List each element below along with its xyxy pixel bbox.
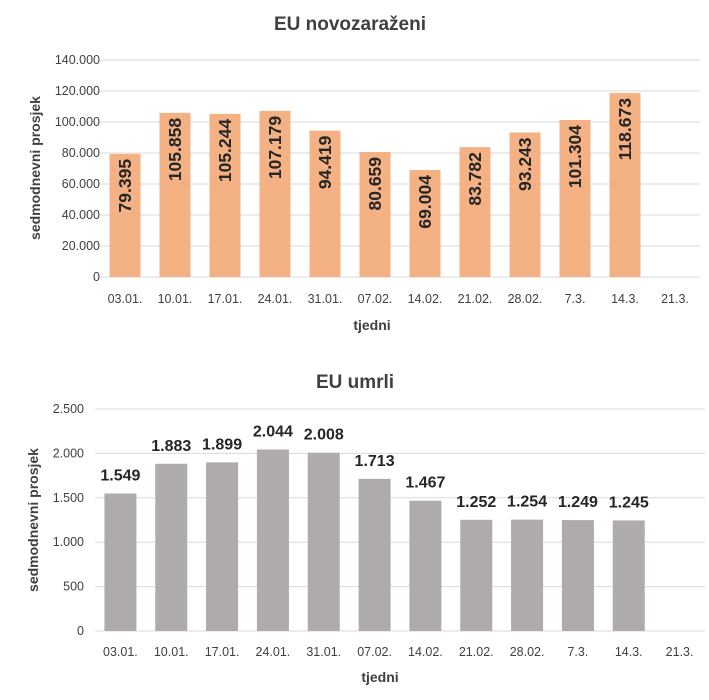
chart-title: EU umrli: [316, 372, 394, 393]
bar: [309, 130, 341, 277]
bar: [155, 463, 188, 631]
data-label: 1.249: [558, 494, 598, 511]
bar: [460, 519, 493, 631]
y-tick-label: 60.000: [62, 177, 100, 191]
data-label: 118.673: [615, 98, 635, 161]
x-tick-label: 21.3.: [666, 645, 694, 659]
x-tick-label: 10.01.: [158, 292, 193, 306]
x-axis-title: tjedni: [353, 317, 390, 333]
y-axis-title: sedmodnevni prosjek: [27, 96, 43, 240]
data-label: 83.782: [465, 152, 485, 206]
data-label: 101.304: [565, 125, 585, 189]
y-tick-label: 0: [93, 270, 100, 284]
data-label: 1.245: [609, 494, 649, 511]
y-tick-label: 120.000: [55, 84, 100, 98]
bar: [358, 478, 391, 631]
data-label: 1.467: [405, 475, 445, 492]
x-tick-label: 7.3.: [567, 645, 588, 659]
bar: [559, 119, 591, 278]
y-tick-label: 2.500: [53, 402, 84, 416]
x-tick-label: 14.02.: [408, 292, 443, 306]
x-tick-label: 21.02.: [458, 292, 493, 306]
y-tick-label: 20.000: [62, 239, 100, 253]
x-tick-label: 07.02.: [358, 292, 393, 306]
x-tick-label: 28.02.: [510, 645, 545, 659]
bar: [206, 462, 239, 631]
y-tick-label: 100.000: [55, 115, 100, 129]
y-tick-label: 2.000: [53, 446, 84, 460]
x-tick-label: 14.02.: [408, 645, 443, 659]
bar: [104, 493, 137, 631]
data-label: 94.419: [315, 135, 335, 189]
bar: [409, 170, 441, 277]
bar: [256, 449, 289, 631]
x-tick-label: 17.01.: [208, 292, 243, 306]
data-label: 105.858: [165, 118, 185, 182]
bar: [359, 151, 391, 277]
data-label: 1.549: [100, 467, 140, 484]
chart-eu-umrli: EU umrli tjedni sedmodnevni prosjek 0 500…: [0, 350, 709, 700]
x-tick-label: 07.02.: [357, 645, 392, 659]
bar: [209, 113, 241, 278]
x-tick-label: 31.01.: [306, 645, 341, 659]
bar: [307, 452, 340, 631]
bar: [609, 93, 641, 277]
data-label: 105.244: [215, 119, 235, 183]
chart-svg: EU umrli tjedni sedmodnevni prosjek 0 500…: [25, 372, 705, 685]
x-tick-label: 14.3.: [615, 645, 643, 659]
y-axis-title: sedmodnevni prosjek: [25, 448, 41, 592]
data-label: 69.004: [415, 175, 435, 229]
bar: [459, 147, 491, 277]
y-tick-label: 0: [77, 624, 84, 638]
data-label: 1.254: [507, 494, 547, 511]
x-tick-label: 21.02.: [459, 645, 494, 659]
x-tick-label: 24.01.: [258, 292, 293, 306]
bar: [509, 132, 541, 277]
x-tick-label: 7.3.: [565, 292, 586, 306]
x-tick-label: 03.01.: [103, 645, 138, 659]
data-label: 93.243: [515, 137, 535, 191]
x-axis-title: tjedni: [361, 669, 398, 685]
x-tick-label: 14.3.: [611, 292, 639, 306]
bar: [409, 500, 442, 631]
x-tick-label: 21.3.: [661, 292, 689, 306]
x-tick-label: 28.02.: [508, 292, 543, 306]
chart-eu-novozarazeni: EU novozaraženi tjedni sedmodnevni prosj…: [27, 14, 700, 333]
x-tick-label: 03.01.: [108, 292, 143, 306]
y-tick-label: 80.000: [62, 146, 100, 160]
y-tick-label: 140.000: [55, 53, 100, 67]
chart-title: EU novozaraženi: [274, 14, 426, 35]
data-label: 1.899: [202, 436, 242, 453]
bar: [612, 520, 645, 631]
data-label: 1.713: [355, 453, 395, 470]
y-tick-label: 1.000: [53, 535, 84, 549]
bar: [259, 110, 291, 277]
data-label: 80.659: [365, 157, 385, 211]
bar: [159, 112, 191, 277]
y-tick-label: 40.000: [62, 208, 100, 222]
x-tick-label: 10.01.: [154, 645, 189, 659]
x-tick-label: 31.01.: [308, 292, 343, 306]
y-tick-label: 1.500: [53, 491, 84, 505]
data-label: 2.008: [304, 427, 344, 444]
data-label: 1.883: [151, 438, 191, 455]
y-tick-label: 500: [63, 580, 84, 594]
x-tick-label: 24.01.: [256, 645, 291, 659]
data-label: 1.252: [456, 494, 496, 511]
chart-svg: EU novozaraženi tjedni sedmodnevni prosj…: [27, 14, 700, 333]
bar: [109, 153, 141, 277]
data-label: 107.179: [265, 116, 285, 180]
bar: [561, 520, 594, 631]
data-label: 79.395: [115, 159, 135, 213]
x-tick-label: 17.01.: [205, 645, 240, 659]
bar: [511, 519, 544, 631]
data-label: 2.044: [253, 423, 293, 440]
